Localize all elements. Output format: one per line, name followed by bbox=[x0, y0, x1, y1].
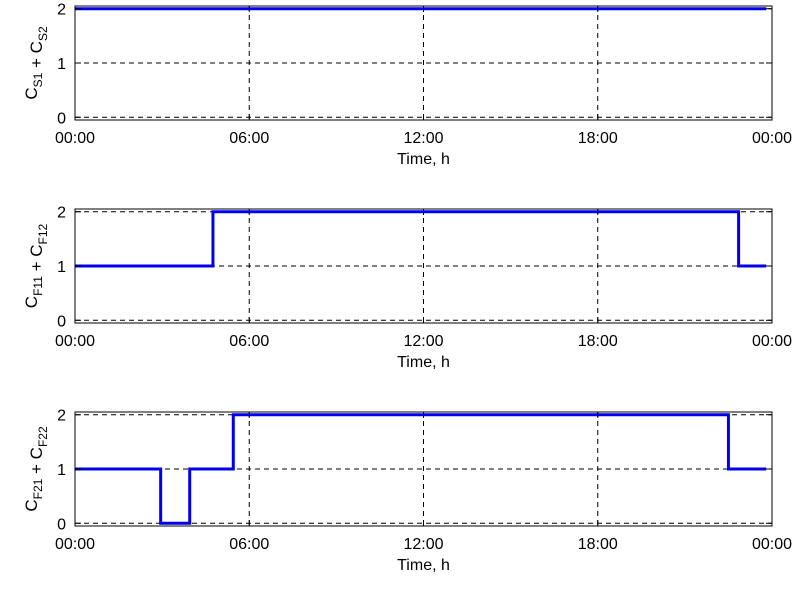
x-tick-label: 00:00 bbox=[752, 536, 792, 553]
x-tick-label: 12:00 bbox=[403, 333, 443, 350]
chart-panel-3: 00:00 06:00 12:00 18:00 00:00 0 1 2 Time, h CF21 … bbox=[22, 408, 792, 574]
y-tick-label: 2 bbox=[57, 2, 66, 19]
y-axis-title-part: C bbox=[22, 499, 41, 511]
y-axis-title-subscript: F22 bbox=[36, 426, 50, 447]
y-axis-title-subscript: F21 bbox=[31, 478, 45, 499]
y-axis-title-part: + bbox=[27, 53, 46, 72]
x-axis-title: Time, h bbox=[397, 354, 450, 371]
x-tick-label: 00:00 bbox=[55, 536, 95, 553]
x-tick-label: 18:00 bbox=[578, 130, 618, 147]
series-line bbox=[75, 210, 767, 268]
y-tick-label: 2 bbox=[57, 205, 66, 222]
y-tick-label: 0 bbox=[57, 313, 66, 330]
x-tick-label: 00:00 bbox=[752, 333, 792, 350]
y-axis-title-subscript: S1 bbox=[31, 72, 45, 87]
y-axis-title: CF21 + CF22 bbox=[22, 426, 50, 512]
chart-panel-2: 00:00 06:00 12:00 18:00 00:00 0 1 2 Time, h CF11 … bbox=[22, 205, 792, 371]
series-line bbox=[75, 413, 767, 525]
y-axis-title-part: + bbox=[27, 257, 46, 276]
x-axis-title: Time, h bbox=[397, 557, 450, 574]
x-tick-label: 00:00 bbox=[55, 333, 95, 350]
y-axis-title-part: + bbox=[27, 459, 46, 478]
x-tick-label: 18:00 bbox=[578, 333, 618, 350]
x-axis-title: Time, h bbox=[397, 151, 450, 168]
y-tick-label: 1 bbox=[57, 462, 66, 479]
x-tick-label: 06:00 bbox=[229, 333, 269, 350]
x-tick-label: 12:00 bbox=[403, 536, 443, 553]
x-tick-label: 18:00 bbox=[578, 536, 618, 553]
y-axis-title-subscript: F12 bbox=[36, 223, 50, 244]
y-axis-title-part: C bbox=[27, 41, 46, 53]
y-tick-label: 0 bbox=[57, 516, 66, 533]
x-tick-label: 00:00 bbox=[55, 130, 95, 147]
y-axis-title: CS1 + CS2 bbox=[22, 26, 50, 100]
x-tick-label: 06:00 bbox=[229, 130, 269, 147]
y-tick-label: 0 bbox=[57, 110, 66, 127]
y-axis-title-part: C bbox=[27, 244, 46, 256]
y-tick-label: 1 bbox=[57, 56, 66, 73]
x-tick-label: 06:00 bbox=[229, 536, 269, 553]
y-axis-title-part: C bbox=[27, 447, 46, 459]
y-tick-label: 1 bbox=[57, 259, 66, 276]
y-tick-label: 2 bbox=[57, 408, 66, 425]
x-tick-label: 12:00 bbox=[403, 130, 443, 147]
y-axis-title-subscript: F11 bbox=[31, 276, 45, 296]
y-axis-title-part: C bbox=[22, 296, 41, 308]
y-axis-title: CF11 + CF12 bbox=[22, 223, 50, 308]
y-axis-title-subscript: S2 bbox=[36, 26, 50, 41]
y-axis-title-part: C bbox=[22, 87, 41, 99]
x-tick-label: 00:00 bbox=[752, 130, 792, 147]
